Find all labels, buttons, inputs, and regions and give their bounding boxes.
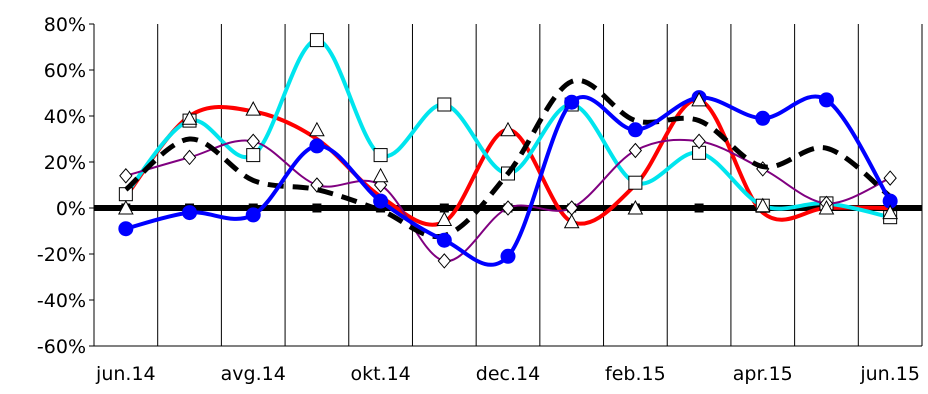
series-6 <box>118 91 898 229</box>
data-point <box>501 200 515 216</box>
data-point <box>818 199 835 215</box>
series-4 <box>124 77 892 240</box>
data-point <box>309 121 325 137</box>
y-tick-label: 40% <box>44 106 86 128</box>
data-point <box>118 199 134 215</box>
data-point <box>372 167 389 183</box>
x-tick-label: okt.14 <box>350 363 410 385</box>
data-point <box>309 33 324 48</box>
data-point <box>436 211 453 226</box>
axes <box>89 23 922 347</box>
data-point <box>565 200 579 216</box>
data-point <box>246 148 261 163</box>
data-point <box>439 203 449 213</box>
data-point <box>436 232 452 248</box>
data-point <box>755 110 771 126</box>
data-point <box>692 133 706 150</box>
y-tick-label: 60% <box>44 60 86 82</box>
tick-labels: -60% -40% -20% 0% 20% 40% 60% 80% jun.14 avg.14 ok… <box>37 14 920 385</box>
data-point <box>119 168 133 184</box>
data-point <box>754 197 771 213</box>
data-point <box>627 199 644 215</box>
data-point <box>245 207 261 223</box>
y-tick-label: -40% <box>37 290 86 312</box>
data-point <box>182 149 197 166</box>
data-point <box>118 187 133 202</box>
data-point <box>373 148 388 163</box>
data-point <box>500 248 516 264</box>
data-point <box>182 205 198 221</box>
series-group <box>94 33 922 269</box>
x-tick-label: jun.15 <box>859 363 920 385</box>
data-point <box>883 170 897 186</box>
data-point <box>818 92 834 108</box>
y-tick-label: -20% <box>37 244 86 266</box>
data-point <box>246 133 260 150</box>
y-tick-label: -60% <box>37 336 86 358</box>
series-line <box>125 94 892 267</box>
x-tick-label: avg.14 <box>221 363 286 385</box>
data-point <box>312 203 322 213</box>
y-tick-label: 20% <box>44 152 86 174</box>
data-point <box>245 101 262 116</box>
x-tick-label: apr.15 <box>733 363 793 385</box>
data-point <box>437 253 451 269</box>
data-point <box>694 203 704 213</box>
data-point <box>882 204 898 220</box>
data-point <box>627 122 643 138</box>
x-tick-label: feb.15 <box>605 363 666 385</box>
data-point <box>118 221 134 237</box>
data-point <box>373 193 389 209</box>
data-point <box>500 121 516 137</box>
series-line <box>124 77 892 240</box>
data-point <box>628 142 643 159</box>
data-point <box>563 213 580 229</box>
y-tick-label: 80% <box>44 14 86 36</box>
series-3 <box>118 33 898 225</box>
y-tick-label: 0% <box>56 198 86 220</box>
series-1 <box>118 90 898 267</box>
data-point <box>691 91 707 107</box>
data-point <box>628 175 643 190</box>
grid-lines <box>93 24 923 346</box>
data-point <box>437 97 452 112</box>
x-tick-label: jun.14 <box>95 363 156 385</box>
data-point <box>309 138 325 154</box>
data-point <box>181 110 198 125</box>
x-tick-label: dec.14 <box>476 363 540 385</box>
data-point <box>564 94 580 110</box>
